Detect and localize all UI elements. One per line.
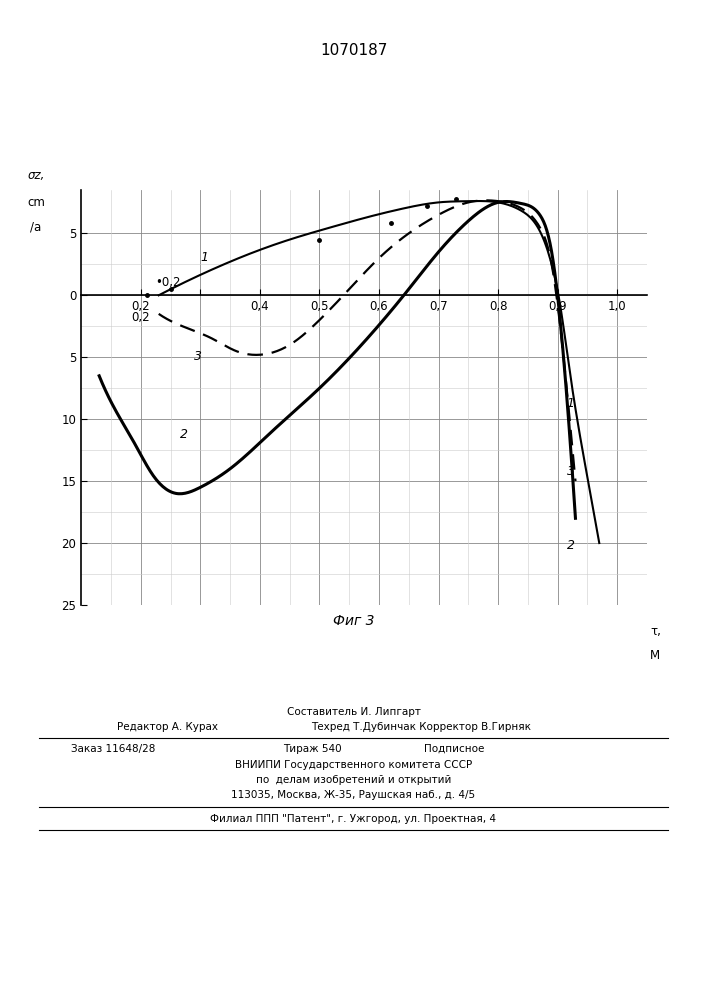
- Text: •0,2: •0,2: [156, 276, 181, 289]
- Text: 1: 1: [566, 397, 575, 410]
- Text: Заказ 11648/28: Заказ 11648/28: [71, 744, 155, 754]
- Text: 0,2: 0,2: [132, 311, 150, 324]
- Text: Подписное: Подписное: [424, 744, 484, 754]
- Text: 2: 2: [566, 539, 575, 552]
- Text: σz,: σz,: [28, 169, 45, 182]
- Text: 3: 3: [194, 350, 202, 363]
- Text: cm: cm: [27, 196, 45, 209]
- Text: 3: 3: [566, 465, 575, 478]
- Text: Фиг 3: Фиг 3: [333, 614, 374, 628]
- Text: 113035, Москва, Ж-35, Раушская наб., д. 4/5: 113035, Москва, Ж-35, Раушская наб., д. …: [231, 790, 476, 800]
- Text: Филиал ППП "Патент", г. Ужгород, ул. Проектная, 4: Филиал ППП "Патент", г. Ужгород, ул. Про…: [211, 814, 496, 824]
- Text: 1070187: 1070187: [320, 43, 387, 58]
- Text: τ,: τ,: [650, 625, 661, 638]
- Text: M: M: [650, 649, 660, 662]
- Text: Редактор А. Курах: Редактор А. Курах: [117, 722, 218, 732]
- Text: Техред Т.Дубинчак Корректор В.Гирняк: Техред Т.Дубинчак Корректор В.Гирняк: [311, 722, 531, 732]
- Text: по  делам изобретений и открытий: по делам изобретений и открытий: [256, 775, 451, 785]
- Text: Тираж 540: Тираж 540: [283, 744, 341, 754]
- Text: Составитель И. Липгарт: Составитель И. Липгарт: [286, 707, 421, 717]
- Text: 2: 2: [180, 428, 187, 441]
- Text: /a: /a: [30, 221, 42, 234]
- Text: 1: 1: [200, 251, 209, 264]
- Text: ВНИИПИ Государственного комитета СССР: ВНИИПИ Государственного комитета СССР: [235, 760, 472, 770]
